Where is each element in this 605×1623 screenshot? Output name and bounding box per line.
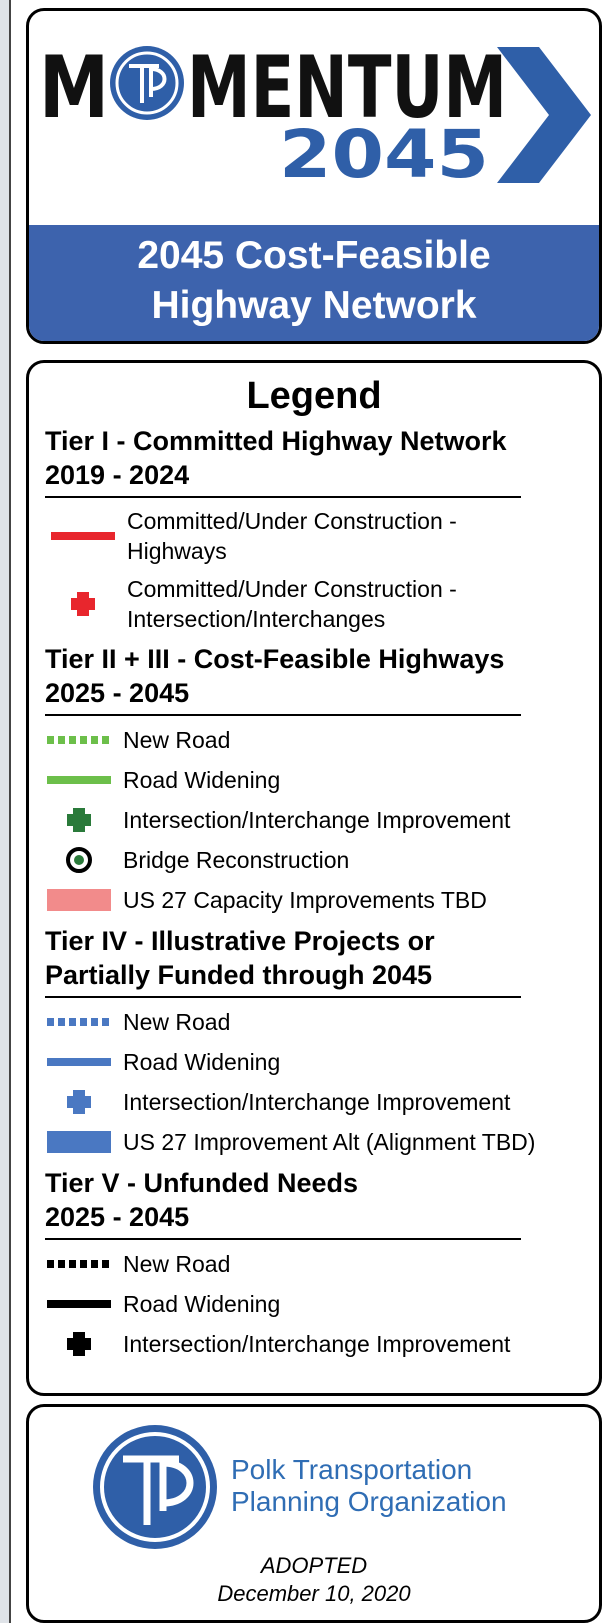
section-title-line: 2019 - 2024: [45, 460, 190, 490]
band-symbol: [47, 889, 111, 911]
legend-item: Intersection/Interchange Improvement: [45, 1086, 599, 1118]
legend-label: New Road: [123, 1009, 231, 1035]
legend-item: Road Widening: [45, 1288, 599, 1320]
logo-tp: [129, 64, 167, 103]
plus-symbol: [67, 1090, 91, 1114]
tpo-logo-tp: [123, 1455, 194, 1525]
legend-symbol: [47, 1058, 111, 1066]
logo-chevron: [497, 47, 591, 183]
legend-symbol: [67, 808, 91, 832]
legend-label: Committed/Under Construction - Intersect…: [127, 576, 457, 632]
legend-symbol: [47, 1018, 111, 1026]
legend-section: Tier I - Committed Highway Network 2019 -…: [45, 424, 599, 634]
section-rule: [45, 996, 521, 998]
legend-symbol: [47, 1300, 111, 1308]
legend-item: Committed/Under Construction - Highways: [49, 506, 599, 566]
legend-symbol: [47, 776, 111, 784]
logo-o: [110, 46, 184, 120]
legend-symbol: [71, 592, 95, 616]
section-rule: [45, 1238, 521, 1240]
tpo-logo-ring: [100, 1432, 210, 1542]
legend-label: US 27 Improvement Alt (Alignment TBD): [123, 1129, 536, 1155]
section-title: Tier V - Unfunded Needs 2025 - 2045: [45, 1166, 599, 1234]
bullseye-dot: [74, 855, 84, 865]
legend-symbol: [67, 1332, 91, 1356]
legend-symbol: [47, 736, 111, 744]
legend-section: Tier V - Unfunded Needs 2025 - 2045 New Ro…: [45, 1166, 599, 1360]
legend-symbol: [47, 889, 111, 911]
legend: Legend Tier I - Committed Highway Networ…: [26, 360, 602, 1396]
legend-item: New Road: [45, 724, 599, 756]
legend-title: Legend: [246, 375, 382, 417]
section-title-line: Tier IV - Illustrative Projects or: [45, 926, 435, 956]
title-band: 2045 Cost-Feasible Highway Network: [29, 225, 599, 341]
line-symbol: [47, 776, 111, 784]
date: December 10, 2020: [217, 1581, 411, 1606]
legend-label: US 27 Capacity Improvements TBD: [123, 887, 487, 913]
legend-symbol: [51, 532, 115, 540]
legend-item: Committed/Under Construction - Intersect…: [49, 574, 599, 634]
line-symbol: [51, 532, 115, 540]
legend-label: Intersection/Interchange Improvement: [123, 1089, 511, 1115]
section-title: Tier IV - Illustrative Projects or Partia…: [45, 924, 599, 992]
section-title-line: 2025 - 2045: [45, 678, 190, 708]
status: ADOPTED: [259, 1553, 367, 1578]
logo-word-start: M: [39, 38, 109, 138]
header: M MENTUM 2045 2045 Cost-Feasible Highway…: [26, 8, 602, 344]
logo-o-ring: [115, 51, 179, 115]
section-rule: [45, 496, 521, 498]
legend-symbol: [47, 1260, 111, 1268]
legend-label: Road Widening: [123, 767, 281, 793]
footer: Polk Transportation Planning Organizatio…: [26, 1404, 602, 1623]
footer-graphic: Polk Transportation Planning Organizatio…: [93, 1425, 507, 1606]
org-line: Polk Transportation: [231, 1454, 472, 1485]
title-line: 2045 Cost-Feasible: [137, 234, 491, 277]
legend-item: Road Widening: [45, 764, 599, 796]
section-title-line: 2025 - 2045: [45, 1202, 190, 1232]
legend-section: Tier II + III - Cost-Feasible Highways 20…: [45, 642, 599, 916]
logo: M MENTUM 2045: [39, 38, 591, 193]
legend-symbol: [66, 847, 92, 873]
map-edge: [0, 0, 11, 1623]
legend-item: New Road: [45, 1006, 599, 1038]
section-title-line: Tier I - Committed Highway Network: [45, 426, 507, 456]
tpo-logo: [93, 1425, 217, 1549]
legend-symbol: [47, 1131, 111, 1153]
section-title-line: Tier V - Unfunded Needs: [45, 1168, 359, 1198]
section-title-line: Partially Funded through 2045: [45, 960, 433, 990]
legend-item: Bridge Reconstruction: [45, 844, 599, 876]
section-title-line: Tier II + III - Cost-Feasible Highways: [45, 644, 505, 674]
legend-label: Intersection/Interchange Improvement: [123, 1331, 511, 1357]
plus-symbol: [71, 592, 95, 616]
legend-label: Road Widening: [123, 1291, 281, 1317]
section-rule: [45, 714, 521, 716]
legend-section: Tier IV - Illustrative Projects or Partia…: [45, 924, 599, 1158]
legend-item: Intersection/Interchange Improvement: [45, 1328, 599, 1360]
legend-item: US 27 Capacity Improvements TBD: [45, 884, 599, 916]
legend-item: New Road: [45, 1248, 599, 1280]
plus-symbol: [67, 1332, 91, 1356]
section-title: Tier I - Committed Highway Network 2019 -…: [45, 424, 599, 492]
title-line: Highway Network: [151, 284, 477, 327]
legend-label: Bridge Reconstruction: [123, 847, 350, 873]
legend-label: New Road: [123, 727, 231, 753]
section-title: Tier II + III - Cost-Feasible Highways 20…: [45, 642, 599, 710]
legend-item: Intersection/Interchange Improvement: [45, 804, 599, 836]
legend-label: Road Widening: [123, 1049, 281, 1075]
plus-symbol: [67, 808, 91, 832]
legend-item: US 27 Improvement Alt (Alignment TBD): [45, 1126, 599, 1158]
legend-item: Road Widening: [45, 1046, 599, 1078]
legend-symbol: [67, 1090, 91, 1114]
legend-label: New Road: [123, 1251, 231, 1277]
line-symbol: [47, 1300, 111, 1308]
legend-label: Committed/Under Construction - Highways: [127, 508, 457, 564]
band-symbol: [47, 1131, 111, 1153]
logo-year: 2045: [279, 116, 489, 193]
logo-word-end: MENTUM: [187, 38, 507, 138]
line-symbol: [47, 1058, 111, 1066]
legend-label: Intersection/Interchange Improvement: [123, 807, 511, 833]
org-line: Planning Organization: [231, 1486, 507, 1517]
